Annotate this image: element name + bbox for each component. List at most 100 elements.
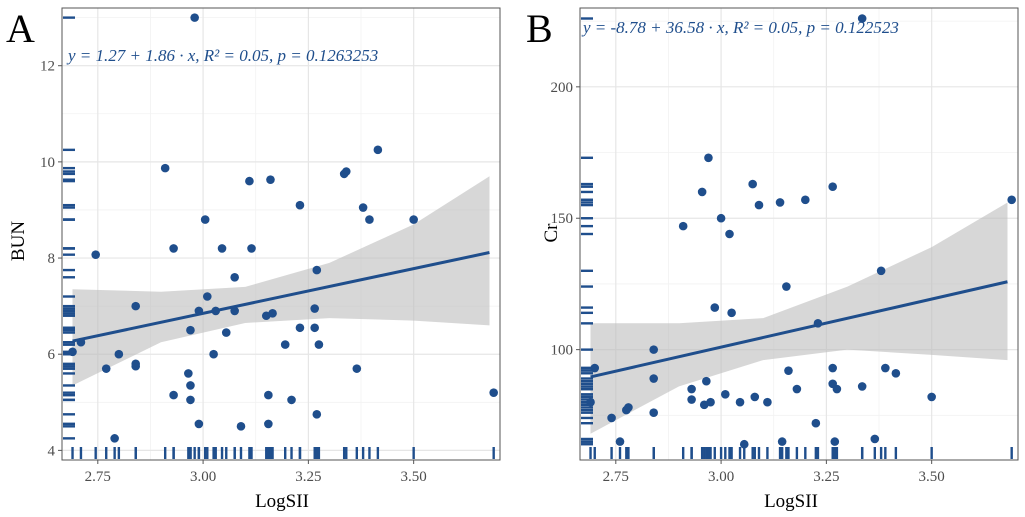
data-point bbox=[264, 419, 273, 429]
data-point bbox=[295, 323, 305, 333]
data-point bbox=[314, 340, 324, 349]
data-point bbox=[194, 419, 204, 429]
x-tick-label: 3.00 bbox=[708, 469, 734, 485]
regression-line bbox=[72, 251, 490, 343]
x-tick-label: 3.25 bbox=[295, 469, 321, 485]
data-point bbox=[876, 266, 886, 276]
data-point bbox=[91, 250, 100, 259]
data-point bbox=[813, 319, 823, 328]
data-point bbox=[857, 14, 867, 23]
data-point bbox=[409, 215, 418, 224]
x-tick-label: 3.25 bbox=[813, 469, 839, 485]
data-point bbox=[754, 200, 764, 210]
data-point bbox=[280, 340, 290, 349]
data-point bbox=[750, 392, 760, 402]
data-point bbox=[68, 347, 77, 357]
data-point bbox=[615, 437, 625, 446]
data-point bbox=[725, 229, 734, 239]
data-point bbox=[706, 397, 715, 407]
y-tick-label: 12 bbox=[40, 59, 55, 75]
y-tick-label: 6 bbox=[48, 347, 56, 363]
data-point bbox=[489, 388, 498, 397]
x-axis-title-logsii-b: LogSII bbox=[764, 491, 818, 512]
x-tick-label: 3.00 bbox=[190, 469, 216, 485]
data-point bbox=[245, 176, 254, 186]
data-point bbox=[352, 364, 362, 373]
data-point bbox=[110, 434, 119, 443]
data-point bbox=[727, 308, 736, 318]
y-tick-label: 150 bbox=[551, 211, 574, 227]
data-point bbox=[186, 395, 195, 405]
data-point bbox=[160, 163, 170, 173]
data-point bbox=[230, 272, 239, 282]
data-point bbox=[186, 381, 195, 390]
panel-label-a: A bbox=[6, 6, 35, 51]
data-point bbox=[702, 376, 711, 386]
regression-line bbox=[590, 280, 1008, 379]
data-point bbox=[169, 390, 178, 400]
data-point bbox=[310, 323, 319, 333]
data-point bbox=[209, 349, 218, 359]
data-point bbox=[735, 397, 745, 407]
data-point bbox=[295, 200, 305, 210]
data-point bbox=[891, 368, 901, 378]
data-point bbox=[649, 345, 659, 354]
data-point bbox=[202, 292, 212, 301]
data-point bbox=[716, 213, 726, 223]
data-point bbox=[624, 403, 633, 412]
plot-area-0: 2.75 3.00 3.25 3.50 4 6 8 10 12 bbox=[40, 7, 501, 485]
y-tick-label: 200 bbox=[551, 80, 574, 96]
data-point bbox=[169, 244, 178, 253]
x-axis-title-logsii-a: LogSII bbox=[255, 491, 309, 512]
plot-frame bbox=[61, 7, 501, 461]
data-point bbox=[217, 244, 227, 253]
data-point bbox=[927, 392, 936, 402]
data-point bbox=[870, 434, 880, 444]
data-point bbox=[341, 167, 351, 176]
confidence-band bbox=[590, 202, 1008, 434]
data-point bbox=[101, 364, 111, 373]
plot-area-1: 2.75 3.00 3.25 3.50 100 150 200 bbox=[551, 7, 1019, 485]
data-point bbox=[586, 397, 595, 407]
data-point bbox=[365, 215, 374, 224]
data-point bbox=[1007, 195, 1016, 205]
x-tick-label: 2.75 bbox=[85, 469, 111, 485]
data-point bbox=[649, 374, 659, 383]
data-point bbox=[310, 304, 319, 313]
data-point bbox=[194, 306, 204, 316]
data-point bbox=[782, 282, 791, 291]
data-point bbox=[687, 395, 696, 404]
data-point bbox=[287, 395, 296, 405]
data-point bbox=[373, 145, 383, 155]
data-point bbox=[247, 244, 256, 253]
confidence-band bbox=[72, 176, 490, 386]
data-point bbox=[828, 363, 837, 373]
panel-b-cr: 2.75 3.00 3.25 3.50 100 150 200 B Cr LogSII y =… bbox=[526, 6, 1019, 512]
data-point bbox=[312, 410, 322, 419]
data-point bbox=[186, 325, 195, 335]
data-point bbox=[131, 301, 141, 311]
x-tick-label: 3.50 bbox=[919, 469, 945, 485]
data-point bbox=[211, 306, 221, 316]
data-point bbox=[792, 384, 802, 394]
x-tick-label: 2.75 bbox=[603, 469, 629, 485]
y-tick-label: 100 bbox=[551, 343, 574, 359]
data-point bbox=[590, 363, 600, 373]
data-point bbox=[881, 363, 890, 373]
data-point bbox=[784, 366, 793, 375]
data-point bbox=[114, 349, 124, 359]
data-point bbox=[777, 437, 787, 446]
plot-frame bbox=[579, 7, 1019, 461]
data-point bbox=[268, 309, 277, 318]
data-point bbox=[748, 179, 757, 189]
data-point bbox=[720, 390, 730, 399]
data-point bbox=[266, 175, 275, 184]
y-tick-label: 4 bbox=[48, 443, 56, 459]
data-point bbox=[358, 203, 368, 212]
data-point bbox=[704, 153, 713, 163]
data-point bbox=[649, 408, 659, 417]
y-axis-title-bun: BUN bbox=[8, 221, 29, 261]
y-tick-label: 8 bbox=[48, 251, 56, 267]
y-axis-title-cr: Cr bbox=[541, 223, 562, 243]
